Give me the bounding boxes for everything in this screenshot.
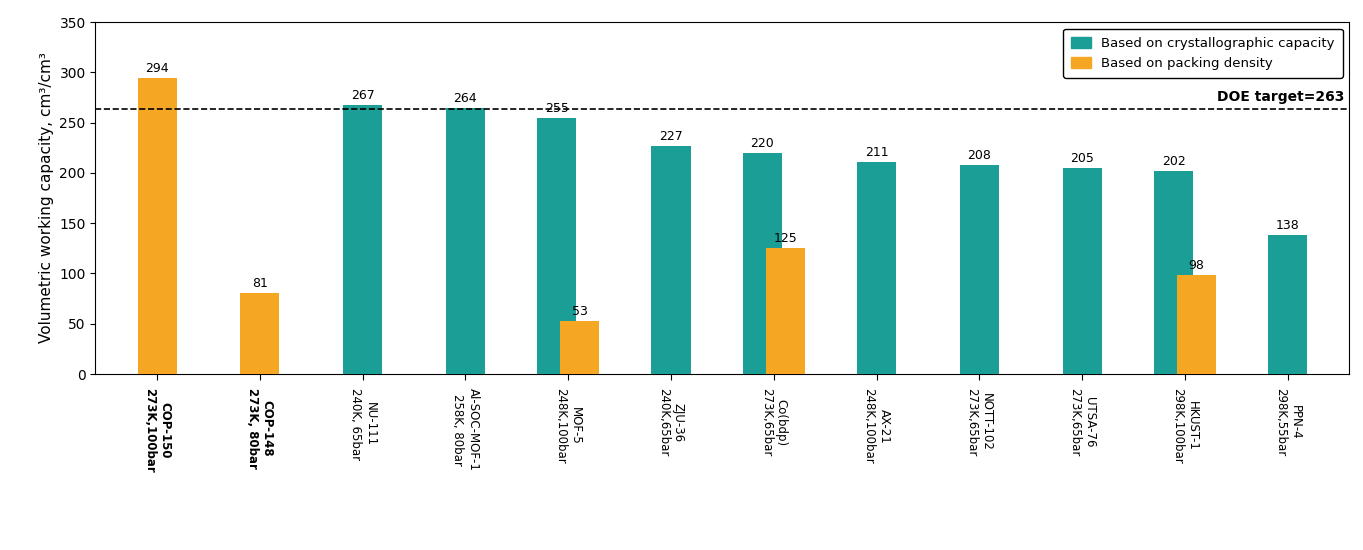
Text: 211: 211: [864, 146, 889, 159]
Text: 220: 220: [751, 137, 774, 150]
Text: ZJU-36
240K,65bar: ZJU-36 240K,65bar: [657, 388, 686, 456]
Text: 294: 294: [146, 62, 169, 75]
Text: 138: 138: [1276, 219, 1299, 232]
Text: 98: 98: [1189, 260, 1204, 272]
Text: 53: 53: [571, 305, 587, 318]
Bar: [560, 321, 600, 374]
Text: 205: 205: [1070, 152, 1094, 165]
Bar: [652, 146, 691, 374]
Bar: [1154, 171, 1193, 374]
Bar: [743, 153, 782, 374]
Text: COP-150
273K,100bar: COP-150 273K,100bar: [143, 388, 172, 473]
Text: Al-SOC-MOF-1
258K, 80bar: Al-SOC-MOF-1 258K, 80bar: [451, 388, 480, 471]
Text: 125: 125: [773, 232, 797, 245]
Text: 227: 227: [660, 130, 683, 142]
Text: 202: 202: [1161, 155, 1186, 168]
Bar: [1176, 276, 1216, 374]
Bar: [1063, 168, 1101, 374]
Bar: [138, 78, 177, 374]
Text: 81: 81: [252, 277, 267, 289]
Legend: Based on crystallographic capacity, Based on packing density: Based on crystallographic capacity, Base…: [1063, 29, 1343, 78]
Text: UTSA-76
273K,65bar: UTSA-76 273K,65bar: [1069, 388, 1096, 456]
Text: 208: 208: [968, 149, 991, 162]
Bar: [343, 106, 382, 374]
Text: NU-111
240K, 65bar: NU-111 240K, 65bar: [349, 388, 376, 460]
Bar: [537, 118, 577, 374]
Y-axis label: Volumetric working capacity, cm³/cm³: Volumetric working capacity, cm³/cm³: [38, 53, 53, 343]
Text: PPN-4
298K,55bar: PPN-4 298K,55bar: [1273, 388, 1302, 456]
Bar: [960, 165, 999, 374]
Bar: [857, 162, 895, 374]
Text: MOF-5
248K,100bar: MOF-5 248K,100bar: [555, 388, 582, 464]
Bar: [1268, 235, 1307, 374]
Bar: [240, 293, 279, 374]
Text: AX-21
248K,100bar: AX-21 248K,100bar: [863, 388, 890, 464]
Text: Co(bdp)
273K,65bar: Co(bdp) 273K,65bar: [759, 388, 788, 456]
Bar: [446, 108, 485, 374]
Text: 255: 255: [545, 102, 568, 114]
Text: 264: 264: [454, 92, 477, 106]
Text: NOTT-102
273K,65bar: NOTT-102 273K,65bar: [965, 388, 994, 456]
Text: 267: 267: [350, 90, 375, 102]
Text: HKUST-1
298K,100bar: HKUST-1 298K,100bar: [1171, 388, 1199, 464]
Text: COP-148
273K, 80bar: COP-148 273K, 80bar: [245, 388, 274, 469]
Bar: [766, 248, 804, 374]
Text: DOE target=263: DOE target=263: [1217, 90, 1344, 104]
